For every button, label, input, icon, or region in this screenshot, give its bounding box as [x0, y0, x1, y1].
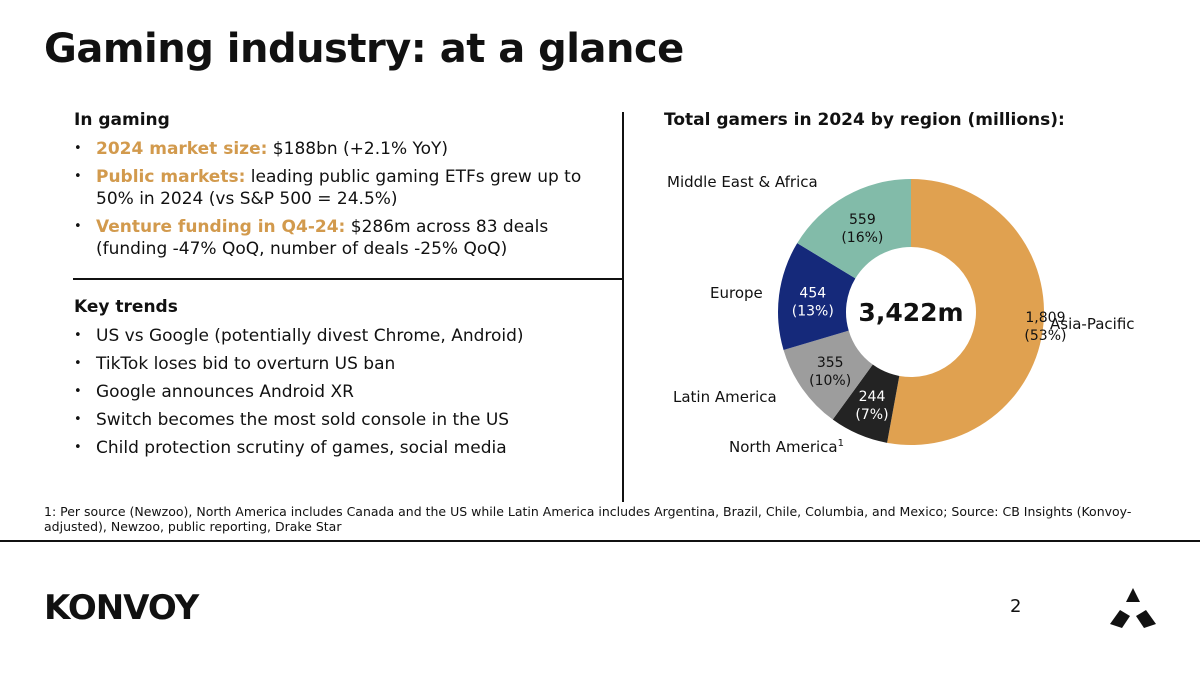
- slice-value-label: 1,809 (53%): [1024, 310, 1066, 344]
- slice-north-america: [832, 364, 900, 443]
- list-item: TikTok loses bid to overturn US ban: [74, 353, 614, 375]
- list-item: Venture funding in Q4-24: $286m across 8…: [74, 216, 614, 260]
- slice-europe: [778, 243, 856, 350]
- key-trends-heading: Key trends: [74, 297, 178, 317]
- public-markets-label: Public markets:: [96, 167, 246, 187]
- in-gaming-heading: In gaming: [74, 110, 170, 130]
- chart-title: Total gamers in 2024 by region (millions…: [664, 110, 1065, 130]
- section-divider: [73, 278, 623, 280]
- market-size-label: 2024 market size:: [96, 139, 268, 159]
- slice-value-label: 454 (13%): [792, 285, 834, 319]
- public-markets-text: leading public gaming ETFs grew up to 50…: [96, 167, 582, 209]
- chart-center-total: 3,422m: [858, 298, 963, 327]
- slice-value-label: 559 (16%): [841, 212, 883, 246]
- list-item: Child protection scrutiny of games, soci…: [74, 437, 614, 459]
- market-size-text: $188bn (+2.1% YoY): [267, 139, 449, 159]
- slice-value-label: 355 (10%): [809, 355, 851, 389]
- key-trends-list: US vs Google (potentially divest Chrome,…: [74, 325, 614, 465]
- in-gaming-list: 2024 market size: $188bn (+2.1% YoY) Pub…: [74, 138, 614, 266]
- footer-divider: [0, 540, 1200, 542]
- donut-chart: 1,809 (53%) 244 (7%)355 (10%) 454 (13%) 559 (16%…: [667, 173, 1135, 456]
- column-divider: [622, 112, 624, 502]
- slice-value-label: 244 (7%): [855, 389, 888, 423]
- region-label-middle-east-africa: Middle East & Africa: [667, 173, 818, 191]
- footnote-marker: 1: [838, 438, 844, 449]
- venture-funding-label: Venture funding in Q4-24:: [96, 217, 346, 237]
- slice-middle-east-africa: [797, 179, 911, 279]
- region-label-asia-pacific: Asia-Pacific: [1050, 315, 1135, 333]
- list-item: 2024 market size: $188bn (+2.1% YoY): [74, 138, 614, 160]
- list-item: Switch becomes the most sold console in …: [74, 409, 614, 431]
- list-item: Public markets: leading public gaming ET…: [74, 166, 614, 210]
- footnote: 1: Per source (Newzoo), North America in…: [44, 504, 1132, 534]
- page-number: 2: [1010, 596, 1022, 617]
- list-item: Google announces Android XR: [74, 381, 614, 403]
- region-label-north-america: North America1: [729, 438, 844, 456]
- page-title: Gaming industry: at a glance: [44, 26, 684, 72]
- konvoy-logo: KONVOY: [44, 588, 199, 628]
- konvoy-mark-icon: [1110, 588, 1156, 628]
- region-label-latin-america: Latin America: [673, 388, 777, 406]
- list-item: US vs Google (potentially divest Chrome,…: [74, 325, 614, 347]
- region-label-europe: Europe: [710, 284, 763, 302]
- slice-latin-america: [783, 330, 873, 420]
- venture-funding-text: $286m across 83 deals (funding -47% QoQ,…: [96, 217, 549, 259]
- slice-asia-pacific: [887, 179, 1044, 445]
- north-america-name: North America: [729, 438, 838, 456]
